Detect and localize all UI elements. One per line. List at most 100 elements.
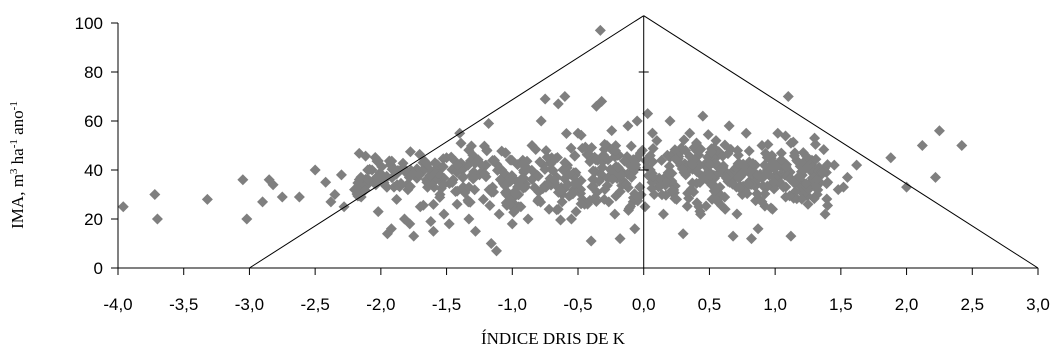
data-point	[491, 245, 503, 257]
data-point	[496, 145, 508, 157]
data-point	[257, 196, 269, 208]
data-point	[686, 158, 698, 170]
x-axis-title: ÍNDICE DRIS DE K	[481, 329, 626, 348]
data-point	[629, 223, 641, 235]
data-point	[664, 115, 676, 127]
data-point	[691, 197, 703, 209]
data-point	[662, 167, 674, 179]
data-point	[575, 198, 587, 210]
x-tick-label: 3,0	[1026, 295, 1050, 314]
data-point	[309, 164, 321, 176]
data-point	[717, 162, 729, 174]
data-point	[732, 145, 744, 157]
data-point	[117, 201, 129, 213]
data-point	[816, 167, 828, 179]
data-point	[446, 177, 458, 189]
x-tick-label: 0,5	[698, 295, 722, 314]
data-point	[576, 142, 588, 154]
data-point	[547, 165, 559, 177]
data-point	[762, 138, 774, 150]
data-point	[785, 230, 797, 242]
data-point	[539, 93, 551, 105]
y-tick-label: 100	[75, 14, 103, 33]
data-point	[437, 161, 449, 173]
data-point	[562, 178, 574, 190]
data-point	[777, 181, 789, 193]
data-point	[780, 161, 792, 173]
y-tick-label: 0	[94, 259, 103, 278]
data-point	[743, 145, 755, 157]
data-point	[691, 166, 703, 178]
data-point	[680, 145, 692, 157]
data-point	[427, 198, 439, 210]
data-point	[697, 110, 709, 122]
x-tick-label: -3,0	[235, 295, 264, 314]
data-point	[391, 193, 403, 205]
data-point	[757, 180, 769, 192]
data-point	[722, 148, 734, 160]
data-point	[740, 127, 752, 139]
data-point	[593, 175, 605, 187]
data-point	[483, 117, 495, 129]
data-point	[267, 179, 279, 191]
data-point	[758, 159, 770, 171]
data-point	[719, 191, 731, 203]
data-point	[589, 192, 601, 204]
data-point	[464, 196, 476, 208]
data-point	[329, 189, 341, 200]
data-point	[770, 160, 782, 172]
data-point	[521, 161, 533, 173]
data-point	[425, 215, 437, 227]
data-point	[575, 129, 587, 141]
data-point	[603, 196, 615, 208]
data-point	[700, 200, 712, 212]
data-point	[565, 213, 577, 225]
data-point	[457, 171, 469, 183]
data-point	[678, 167, 690, 179]
data-point	[741, 188, 753, 200]
data-point	[669, 192, 681, 204]
data-point	[443, 218, 455, 230]
data-point	[784, 190, 796, 202]
data-point	[537, 183, 549, 195]
data-point	[801, 162, 813, 174]
data-point	[559, 91, 571, 102]
data-point	[841, 171, 853, 183]
x-tick-label: -0,5	[563, 295, 592, 314]
data-point	[625, 140, 637, 152]
boundary-line	[643, 15, 1039, 269]
data-point	[612, 162, 624, 174]
data-point	[360, 150, 372, 162]
data-point	[427, 225, 439, 237]
data-point	[702, 129, 714, 141]
data-point	[885, 152, 897, 164]
data-point	[386, 155, 398, 167]
data-point	[727, 230, 739, 242]
data-point	[539, 163, 551, 175]
data-point	[552, 98, 564, 110]
data-point	[956, 140, 968, 151]
data-point	[614, 186, 626, 198]
data-point	[541, 151, 553, 163]
data-point	[794, 160, 806, 172]
data-point	[438, 208, 450, 220]
data-point	[571, 177, 583, 189]
data-point	[551, 204, 563, 216]
data-point	[500, 197, 512, 209]
data-point	[320, 176, 332, 188]
data-point	[686, 177, 698, 189]
x-tick-label: -1,0	[498, 295, 527, 314]
data-point	[626, 171, 638, 183]
data-point	[656, 154, 668, 166]
data-point	[408, 230, 420, 242]
data-point	[486, 186, 498, 198]
data-point	[543, 203, 555, 215]
data-point	[737, 158, 749, 170]
data-point	[775, 154, 787, 166]
data-point	[752, 223, 764, 235]
data-point	[570, 206, 582, 218]
data-point	[723, 120, 735, 132]
data-point	[821, 193, 833, 205]
data-point	[646, 182, 658, 194]
data-point	[493, 208, 505, 220]
